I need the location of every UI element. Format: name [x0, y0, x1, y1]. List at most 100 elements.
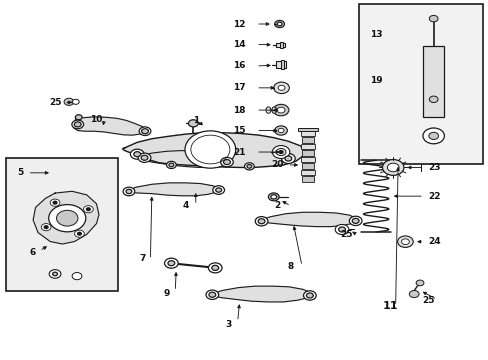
Circle shape [75, 115, 82, 120]
Text: 9: 9 [163, 289, 169, 298]
Bar [302, 150, 313, 156]
Circle shape [351, 219, 358, 224]
Circle shape [86, 208, 90, 211]
Bar [300, 157, 315, 162]
Circle shape [281, 153, 295, 163]
Circle shape [139, 127, 151, 135]
Text: 7: 7 [139, 255, 145, 264]
Bar [300, 170, 315, 175]
Text: 11: 11 [382, 301, 398, 311]
Circle shape [401, 239, 408, 244]
Text: 23: 23 [427, 163, 440, 172]
Circle shape [428, 132, 438, 139]
Circle shape [208, 263, 222, 273]
Bar [280, 42, 283, 48]
Circle shape [273, 82, 289, 94]
Polygon shape [126, 183, 220, 196]
Text: 2: 2 [274, 201, 280, 210]
Circle shape [285, 156, 291, 161]
Bar [422, 45, 444, 117]
Circle shape [277, 107, 285, 113]
Circle shape [246, 165, 251, 168]
Circle shape [428, 15, 437, 22]
Circle shape [49, 270, 61, 278]
Bar [300, 144, 315, 149]
Text: 25: 25 [422, 296, 434, 305]
Circle shape [244, 163, 254, 170]
Circle shape [205, 290, 218, 300]
Bar [298, 128, 317, 131]
Circle shape [276, 148, 285, 156]
Text: 14: 14 [233, 40, 245, 49]
Text: 15: 15 [233, 126, 245, 135]
Circle shape [258, 219, 264, 224]
Circle shape [215, 188, 221, 192]
Circle shape [53, 201, 57, 204]
Circle shape [166, 161, 176, 168]
Bar [280, 60, 284, 69]
Text: 5: 5 [17, 168, 23, 177]
Circle shape [211, 265, 218, 270]
Circle shape [223, 159, 230, 165]
Circle shape [220, 157, 233, 167]
Text: 6: 6 [29, 248, 36, 257]
Circle shape [428, 96, 437, 103]
Ellipse shape [265, 107, 270, 113]
Polygon shape [33, 191, 99, 244]
Circle shape [255, 217, 267, 226]
Circle shape [50, 199, 60, 206]
Circle shape [274, 21, 284, 28]
Bar [302, 176, 313, 182]
Text: 3: 3 [225, 320, 231, 329]
Circle shape [272, 145, 289, 158]
Bar [5, 158, 118, 291]
Bar [302, 163, 313, 169]
Circle shape [188, 120, 198, 127]
Circle shape [278, 129, 284, 133]
Text: 25: 25 [49, 98, 61, 107]
Circle shape [422, 128, 444, 144]
Circle shape [142, 129, 148, 134]
Circle shape [279, 150, 283, 153]
Circle shape [208, 292, 215, 297]
Text: 24: 24 [427, 237, 440, 246]
Text: 25: 25 [340, 230, 352, 239]
Circle shape [306, 293, 313, 298]
Circle shape [72, 99, 79, 104]
Text: 22: 22 [427, 192, 440, 201]
Text: 10: 10 [89, 114, 102, 123]
Circle shape [138, 153, 151, 162]
Text: 1: 1 [192, 116, 199, 125]
Circle shape [64, 98, 74, 105]
Bar [358, 4, 483, 164]
Polygon shape [210, 286, 311, 302]
Circle shape [274, 126, 287, 135]
Bar [276, 42, 285, 47]
Text: 19: 19 [369, 76, 382, 85]
Circle shape [134, 152, 141, 157]
Polygon shape [141, 150, 229, 167]
Text: 13: 13 [369, 30, 382, 39]
Circle shape [268, 193, 279, 201]
Circle shape [277, 22, 282, 26]
Circle shape [278, 85, 285, 90]
Text: 17: 17 [233, 83, 245, 92]
Ellipse shape [271, 107, 276, 113]
Circle shape [141, 155, 148, 160]
Circle shape [41, 224, 51, 231]
Polygon shape [122, 133, 305, 167]
Circle shape [184, 131, 235, 168]
Circle shape [126, 189, 132, 194]
Circle shape [130, 149, 144, 159]
Text: 4: 4 [183, 201, 189, 210]
Circle shape [77, 232, 81, 235]
Circle shape [123, 187, 135, 196]
Circle shape [57, 210, 78, 226]
Text: 21: 21 [233, 148, 245, 157]
Circle shape [168, 163, 173, 167]
Circle shape [53, 272, 58, 276]
Circle shape [212, 186, 224, 194]
Circle shape [386, 163, 398, 172]
Text: 16: 16 [233, 62, 245, 71]
Bar [302, 138, 313, 143]
